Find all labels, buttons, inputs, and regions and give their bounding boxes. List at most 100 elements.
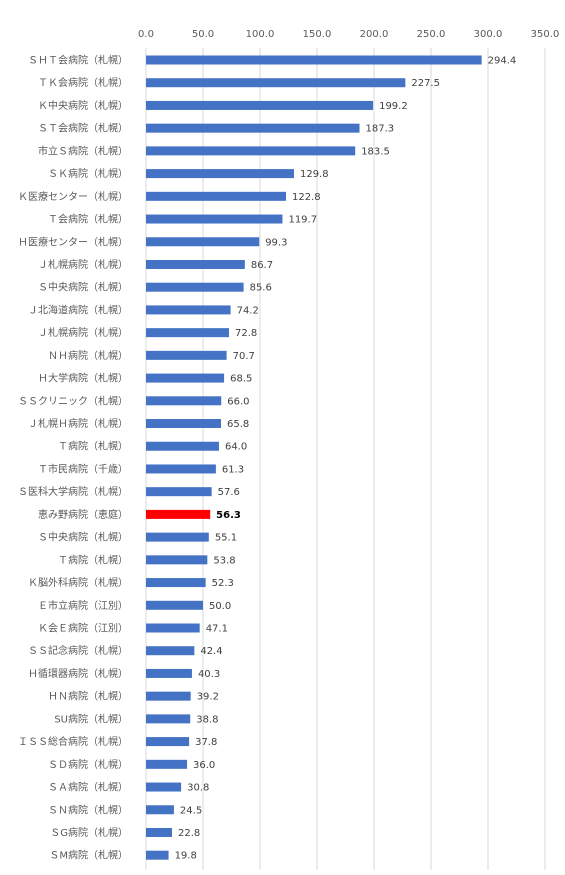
data-label: 22.8 bbox=[178, 828, 200, 839]
data-label: 39.2 bbox=[197, 692, 219, 703]
data-label: 72.8 bbox=[235, 328, 257, 339]
category-label: Ｋ脳外科病院（札幌） bbox=[28, 576, 128, 589]
category-label: Ｊ札幌Ｈ病院（札幌） bbox=[28, 417, 128, 430]
bar bbox=[146, 600, 203, 610]
bar bbox=[146, 350, 227, 360]
data-label: 36.0 bbox=[193, 760, 215, 771]
data-label: 74.2 bbox=[237, 305, 259, 316]
bar bbox=[146, 532, 209, 542]
bar bbox=[146, 827, 172, 837]
bar bbox=[146, 373, 225, 383]
x-tick-label: 50.0 bbox=[192, 29, 214, 40]
bar bbox=[146, 487, 212, 497]
x-tick-label: 300.0 bbox=[474, 29, 503, 40]
data-label: 37.8 bbox=[195, 737, 217, 748]
category-labels: ＳＨＴ会病院（札幌） ＴＫ会病院（札幌） Ｋ中央病院（札幌） ＳＴ会病院（札幌） 市立Ｓ… bbox=[18, 54, 128, 862]
bar bbox=[146, 668, 192, 678]
bars bbox=[146, 55, 482, 860]
bar bbox=[146, 623, 200, 633]
data-label: 30.8 bbox=[187, 783, 209, 794]
bar bbox=[146, 805, 174, 815]
data-label: 55.1 bbox=[215, 533, 237, 544]
data-label: 66.0 bbox=[227, 396, 249, 407]
category-label: SU病院（札幌） bbox=[54, 712, 128, 725]
bar bbox=[146, 282, 244, 292]
category-label: ＳG病院（札幌） bbox=[50, 826, 128, 839]
category-label: Ｊ北海道病院（札幌） bbox=[28, 303, 128, 316]
category-label: Ｔ市民病院（千歳） bbox=[38, 462, 128, 475]
data-label: 86.7 bbox=[251, 260, 273, 271]
data-label: 57.6 bbox=[218, 487, 240, 498]
category-label: Ｈ循環器病院（札幌） bbox=[28, 667, 128, 680]
data-label: 19.8 bbox=[175, 851, 197, 862]
category-label: Ｓ医科大学病院（札幌） bbox=[18, 485, 128, 498]
data-label: 199.2 bbox=[379, 101, 408, 112]
bar bbox=[146, 464, 216, 474]
category-label: Ｔ病院（札幌） bbox=[58, 440, 128, 453]
bar bbox=[146, 259, 245, 269]
bar bbox=[146, 305, 231, 315]
data-label: 65.8 bbox=[227, 419, 249, 430]
gridlines bbox=[145, 48, 546, 870]
data-label: 122.8 bbox=[292, 192, 321, 203]
category-label: Ｊ札幌病院（札幌） bbox=[38, 326, 128, 339]
data-label: 24.5 bbox=[180, 805, 202, 816]
bar bbox=[146, 737, 190, 747]
data-label: 40.3 bbox=[198, 669, 220, 680]
data-label: 85.6 bbox=[250, 283, 272, 294]
bar bbox=[146, 782, 182, 792]
x-tick-label: 200.0 bbox=[360, 29, 389, 40]
bar bbox=[146, 146, 356, 156]
category-label: ＳＴ会病院（札幌） bbox=[38, 122, 128, 135]
bar bbox=[146, 555, 208, 565]
category-label: Ｔ会病院（札幌） bbox=[48, 213, 128, 226]
bar bbox=[146, 237, 260, 247]
bar bbox=[146, 578, 206, 588]
bar bbox=[146, 55, 482, 65]
category-label: Ｊ札幌病院（札幌） bbox=[38, 258, 128, 271]
bar bbox=[146, 850, 169, 860]
data-label: 99.3 bbox=[265, 237, 287, 248]
data-label: 52.3 bbox=[212, 578, 234, 589]
category-label: ＳＳ記念病院（札幌） bbox=[28, 644, 128, 657]
category-label: ＳＤ病院（札幌） bbox=[48, 758, 128, 771]
data-label: 56.3 bbox=[216, 510, 241, 521]
data-label: 38.8 bbox=[196, 714, 218, 725]
category-label: ＳＮ病院（札幌） bbox=[48, 803, 128, 816]
category-label: ＩＳＳ総合病院（札幌） bbox=[18, 735, 128, 748]
x-axis-ticks: 0.0 50.0 100.0 150.0 200.0 250.0 300.0 350.0 bbox=[138, 29, 559, 40]
x-tick-label: 350.0 bbox=[531, 29, 560, 40]
category-label: Ｅ市立病院（江別） bbox=[38, 599, 128, 612]
category-label: 市立Ｓ病院（札幌） bbox=[38, 144, 128, 157]
bar bbox=[146, 214, 283, 224]
category-label: ＳＡ病院（札幌） bbox=[48, 781, 128, 794]
category-label: Ｋ中央病院（札幌） bbox=[38, 99, 128, 112]
bar bbox=[146, 191, 286, 201]
category-label: Ｋ医療センター（札幌） bbox=[18, 190, 128, 203]
data-label: 129.8 bbox=[300, 169, 329, 180]
bar bbox=[146, 100, 374, 110]
data-label: 70.7 bbox=[233, 351, 255, 362]
data-label: 183.5 bbox=[361, 146, 390, 157]
category-label: Ｓ中央病院（札幌） bbox=[38, 531, 128, 544]
bar bbox=[146, 169, 294, 179]
category-label: ＳＨＴ会病院（札幌） bbox=[28, 54, 128, 67]
category-label: ＳＳクリニック（札幌） bbox=[18, 394, 128, 407]
bar-highlight bbox=[146, 509, 211, 519]
category-label: ＨＮ病院（札幌） bbox=[48, 690, 128, 703]
category-label: Ｈ大学病院（札幌） bbox=[38, 372, 128, 385]
bar bbox=[146, 78, 406, 88]
bar bbox=[146, 328, 229, 338]
bar bbox=[146, 759, 188, 769]
data-label: 294.4 bbox=[488, 56, 517, 67]
data-label: 47.1 bbox=[206, 624, 228, 635]
bar bbox=[146, 691, 191, 701]
category-label: Ｈ医療センター（札幌） bbox=[18, 235, 128, 248]
bar bbox=[146, 419, 222, 429]
value-labels: 294.4 227.5 199.2 187.3 183.5 129.8 122.8 119.7… bbox=[175, 56, 517, 862]
x-tick-label: 250.0 bbox=[417, 29, 446, 40]
category-label: 恵み野病院（恵庭） bbox=[38, 508, 128, 521]
data-label: 187.3 bbox=[366, 124, 395, 135]
data-label: 119.7 bbox=[288, 215, 317, 226]
